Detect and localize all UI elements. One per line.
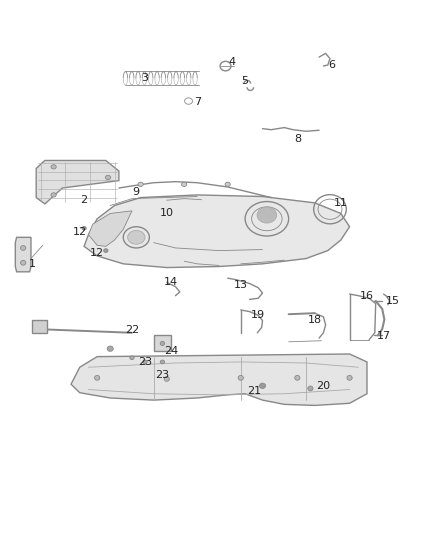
Ellipse shape	[160, 360, 165, 364]
Text: 12: 12	[90, 248, 104, 259]
Text: 4: 4	[229, 58, 236, 67]
Text: 19: 19	[251, 310, 265, 320]
Text: 14: 14	[164, 277, 178, 287]
Text: 16: 16	[360, 290, 374, 301]
Text: 24: 24	[164, 346, 178, 357]
Ellipse shape	[21, 246, 26, 251]
Polygon shape	[71, 354, 367, 406]
Ellipse shape	[107, 346, 113, 351]
Ellipse shape	[295, 375, 300, 380]
Text: 21: 21	[247, 386, 261, 396]
Ellipse shape	[257, 207, 277, 223]
Polygon shape	[15, 237, 31, 272]
Ellipse shape	[106, 175, 111, 180]
Text: 8: 8	[294, 134, 301, 144]
Text: 2: 2	[81, 195, 88, 205]
Ellipse shape	[308, 386, 313, 391]
Text: 3: 3	[141, 73, 148, 83]
Ellipse shape	[225, 182, 230, 187]
Polygon shape	[84, 195, 350, 268]
Ellipse shape	[95, 375, 100, 380]
Text: 17: 17	[377, 332, 392, 342]
Text: 7: 7	[194, 97, 201, 107]
Text: 6: 6	[328, 60, 336, 70]
Ellipse shape	[104, 249, 108, 253]
Ellipse shape	[51, 165, 56, 169]
Text: 22: 22	[125, 325, 139, 335]
Ellipse shape	[127, 230, 145, 244]
Ellipse shape	[21, 261, 26, 265]
Ellipse shape	[259, 383, 265, 389]
Text: 13: 13	[234, 280, 248, 290]
Text: 12: 12	[73, 227, 87, 237]
Text: 5: 5	[242, 76, 249, 86]
Ellipse shape	[238, 375, 244, 380]
Text: 23: 23	[155, 370, 170, 380]
Ellipse shape	[347, 375, 352, 380]
Bar	[154, 335, 171, 351]
Ellipse shape	[138, 182, 143, 187]
Polygon shape	[88, 211, 132, 246]
Text: 10: 10	[160, 208, 174, 219]
Ellipse shape	[130, 356, 134, 360]
Text: 23: 23	[138, 357, 152, 367]
Text: 11: 11	[334, 198, 348, 208]
Ellipse shape	[82, 227, 86, 230]
Text: 15: 15	[386, 296, 400, 306]
Ellipse shape	[160, 341, 165, 345]
Ellipse shape	[143, 360, 147, 364]
Ellipse shape	[182, 182, 187, 187]
Bar	[32, 319, 47, 333]
Text: 20: 20	[316, 381, 331, 391]
Polygon shape	[36, 160, 119, 204]
Text: 18: 18	[307, 314, 322, 325]
Text: 1: 1	[28, 259, 35, 269]
Text: 9: 9	[133, 187, 140, 197]
Ellipse shape	[164, 376, 170, 381]
Ellipse shape	[51, 193, 56, 197]
